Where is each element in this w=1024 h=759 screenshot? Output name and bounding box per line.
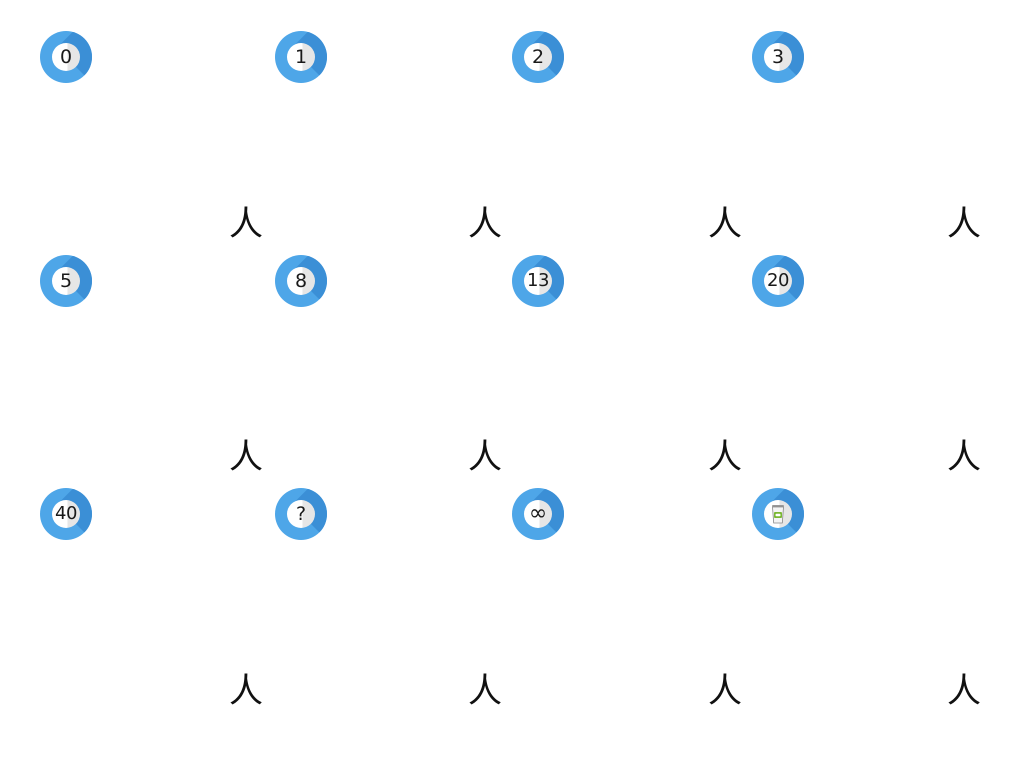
- coffee-cup-icon: [772, 505, 784, 524]
- estimate-card-3[interactable]: 3: [752, 31, 804, 83]
- estimate-card-coffee[interactable]: [752, 488, 804, 540]
- card-value-label: 3: [771, 45, 785, 68]
- card-value-label: 0: [59, 45, 73, 68]
- estimate-card-8[interactable]: 8: [275, 255, 327, 307]
- person-glyph: 人: [947, 437, 981, 477]
- person-glyph: 人: [708, 437, 742, 477]
- card-face: 2: [524, 43, 552, 71]
- estimate-card-infinity[interactable]: ∞: [512, 488, 564, 540]
- estimate-card-40[interactable]: 40: [40, 488, 92, 540]
- person-glyph: 人: [468, 437, 502, 477]
- card-value-label: ?: [295, 502, 307, 525]
- card-value-label: 40: [55, 503, 77, 524]
- card-value-label: 1: [294, 45, 308, 68]
- estimate-card-2[interactable]: 2: [512, 31, 564, 83]
- estimate-card-5[interactable]: 5: [40, 255, 92, 307]
- card-value-label: 8: [294, 269, 308, 292]
- card-face: 5: [52, 267, 80, 295]
- card-value-label: 2: [531, 45, 545, 68]
- card-face: 40: [52, 500, 80, 528]
- card-face: ∞: [524, 500, 552, 528]
- card-value-label: ∞: [528, 501, 548, 526]
- card-face: 0: [52, 43, 80, 71]
- person-glyph: 人: [229, 204, 263, 244]
- card-face: 8: [287, 267, 315, 295]
- card-value-label: 13: [527, 270, 549, 291]
- card-face: 3: [764, 43, 792, 71]
- estimate-card-1[interactable]: 1: [275, 31, 327, 83]
- estimate-card-unknown[interactable]: ?: [275, 488, 327, 540]
- person-glyph: 人: [708, 671, 742, 711]
- card-face: 13: [524, 267, 552, 295]
- person-glyph: 人: [708, 204, 742, 244]
- person-glyph: 人: [468, 671, 502, 711]
- estimate-card-13[interactable]: 13: [512, 255, 564, 307]
- card-face: [764, 500, 792, 528]
- card-value-label: 20: [767, 270, 789, 291]
- person-glyph: 人: [229, 671, 263, 711]
- card-face: 1: [287, 43, 315, 71]
- estimate-card-0[interactable]: 0: [40, 31, 92, 83]
- estimate-card-20[interactable]: 20: [752, 255, 804, 307]
- person-glyph: 人: [947, 204, 981, 244]
- card-face: 20: [764, 267, 792, 295]
- card-face: ?: [287, 500, 315, 528]
- person-glyph: 人: [947, 671, 981, 711]
- person-glyph: 人: [468, 204, 502, 244]
- card-value-label: 5: [59, 269, 73, 292]
- person-glyph: 人: [229, 437, 263, 477]
